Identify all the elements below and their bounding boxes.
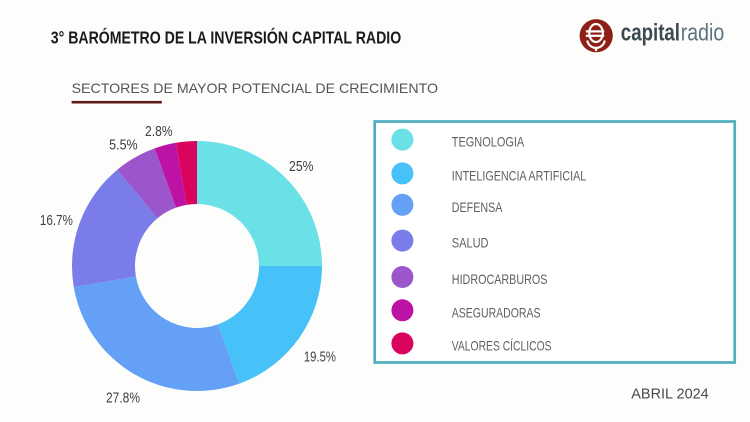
svg-text:DEFENSA: DEFENSA	[452, 199, 503, 215]
svg-text:27.8%: 27.8%	[106, 390, 140, 407]
svg-text:5.5%: 5.5%	[109, 136, 138, 153]
svg-text:3° BARÓMETRO DE LA INVERSIÓN C: 3° BARÓMETRO DE LA INVERSIÓN CAPITAL RAD…	[51, 27, 401, 48]
svg-text:SECTORES DE MAYOR POTENCIAL DE: SECTORES DE MAYOR POTENCIAL DE CRECIMIEN…	[72, 80, 439, 96]
svg-text:ABRIL 2024: ABRIL 2024	[631, 387, 708, 403]
svg-text:SALUD: SALUD	[452, 235, 489, 251]
svg-text:HIDROCARBUROS: HIDROCARBUROS	[452, 271, 548, 287]
svg-text:radio: radio	[681, 20, 724, 47]
svg-text:25%: 25%	[289, 158, 314, 175]
svg-text:VALORES CÍCLICOS: VALORES CÍCLICOS	[452, 338, 552, 354]
svg-text:TEGNOLOGIA: TEGNOLOGIA	[452, 134, 525, 150]
svg-text:capital: capital	[621, 20, 680, 47]
svg-text:16.7%: 16.7%	[40, 212, 73, 229]
svg-text:19.5%: 19.5%	[304, 348, 336, 365]
svg-text:ASEGURADORAS: ASEGURADORAS	[452, 304, 541, 320]
svg-text:INTELIGENCIA ARTIFICIAL: INTELIGENCIA ARTIFICIAL	[452, 168, 587, 184]
svg-text:2.8%: 2.8%	[145, 123, 173, 140]
